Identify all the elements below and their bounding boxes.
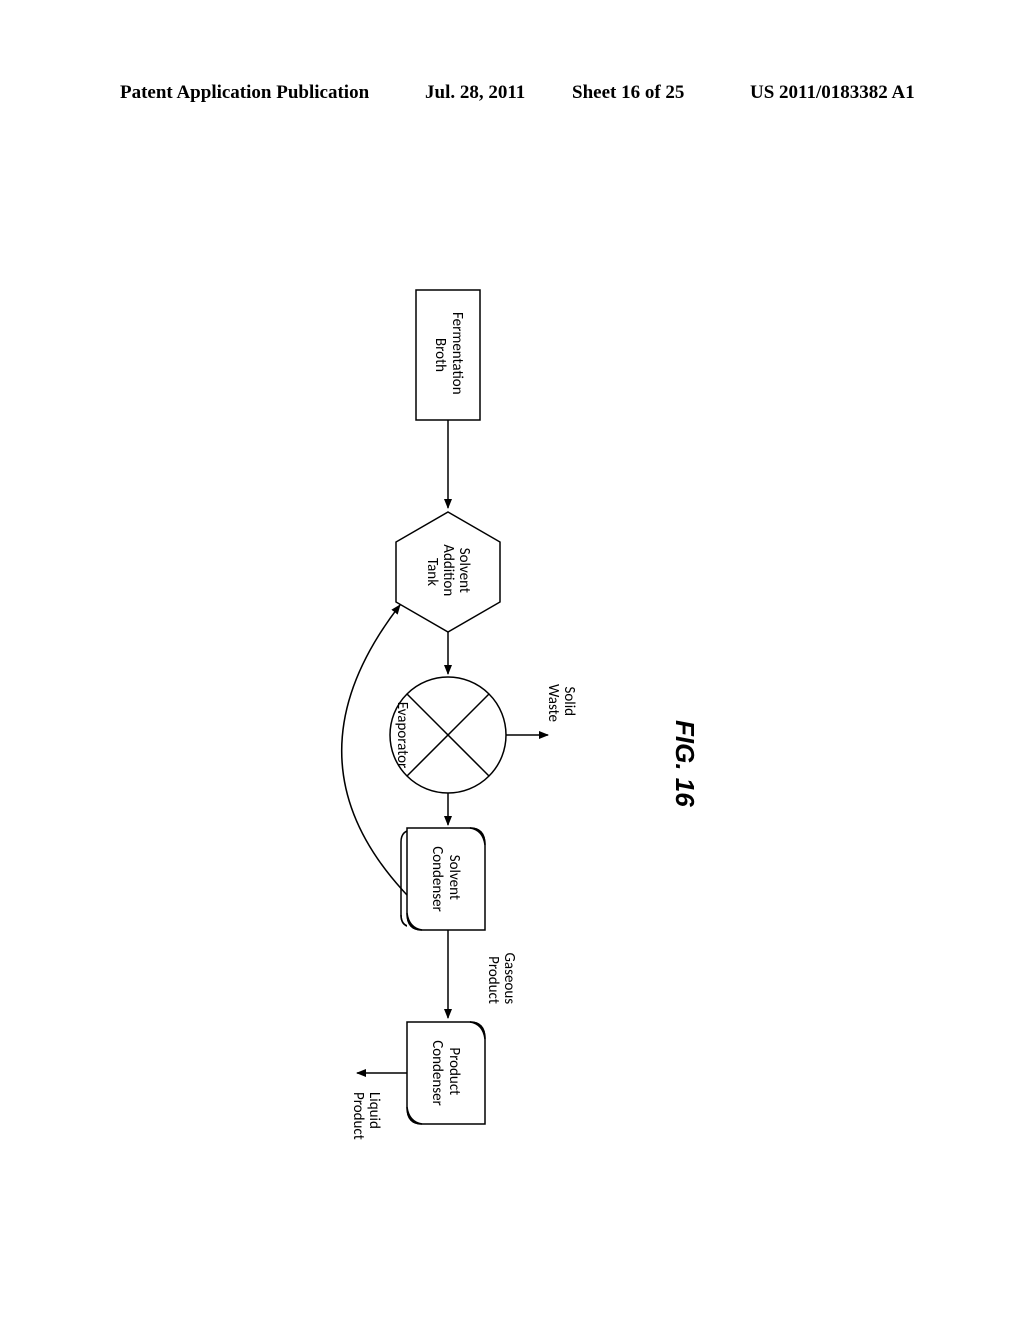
fermentation-line1: Fermentation	[448, 312, 466, 395]
solvent-condenser-shape: Solvent Condenser	[407, 828, 485, 930]
header-pubnum: US 2011/0183382 A1	[750, 82, 915, 104]
svg-text:Solvent Condenser: Solvent Condenser	[428, 846, 463, 912]
prodcond-line1: Product	[445, 1047, 463, 1095]
figure-label: FIG. 16	[669, 720, 700, 807]
process-flow-diagram: Fermentation Broth Solvent Addition Tank	[0, 140, 1024, 1240]
evaporator-label: Evaporator	[393, 702, 411, 769]
header-publication: Patent Application Publication	[120, 82, 369, 104]
solvent-addition-tank-node: Solvent Addition Tank	[396, 512, 500, 632]
header-sheet: Sheet 16 of 25	[572, 82, 684, 104]
solvcond-line2: Condenser	[428, 846, 446, 912]
prodcond-line2: Condenser	[428, 1040, 446, 1106]
svg-text:Solvent Addition: Solvent Addition Tank	[423, 544, 473, 599]
fermentation-broth-node: Fermentation Broth	[416, 290, 480, 420]
liquid-product-label: Liquid Product	[349, 1092, 383, 1140]
evaporator-node: Evaporator	[390, 677, 506, 793]
header-date: Jul. 28, 2011	[425, 82, 525, 104]
product-condenser-node: Product Condenser	[407, 1022, 485, 1124]
solvcond-line1: Solvent	[445, 855, 463, 900]
gaseous-product-label: Gaseous Product	[484, 952, 518, 1007]
svg-text:Fermentation Broth: Fermentation Broth	[431, 312, 466, 398]
svg-text:Product Condenser: Product Condenser	[428, 1040, 463, 1106]
fermentation-line2: Broth	[431, 338, 449, 372]
tank-line3: Tank	[423, 558, 441, 586]
solid-waste-label: Solid Waste	[544, 684, 578, 722]
